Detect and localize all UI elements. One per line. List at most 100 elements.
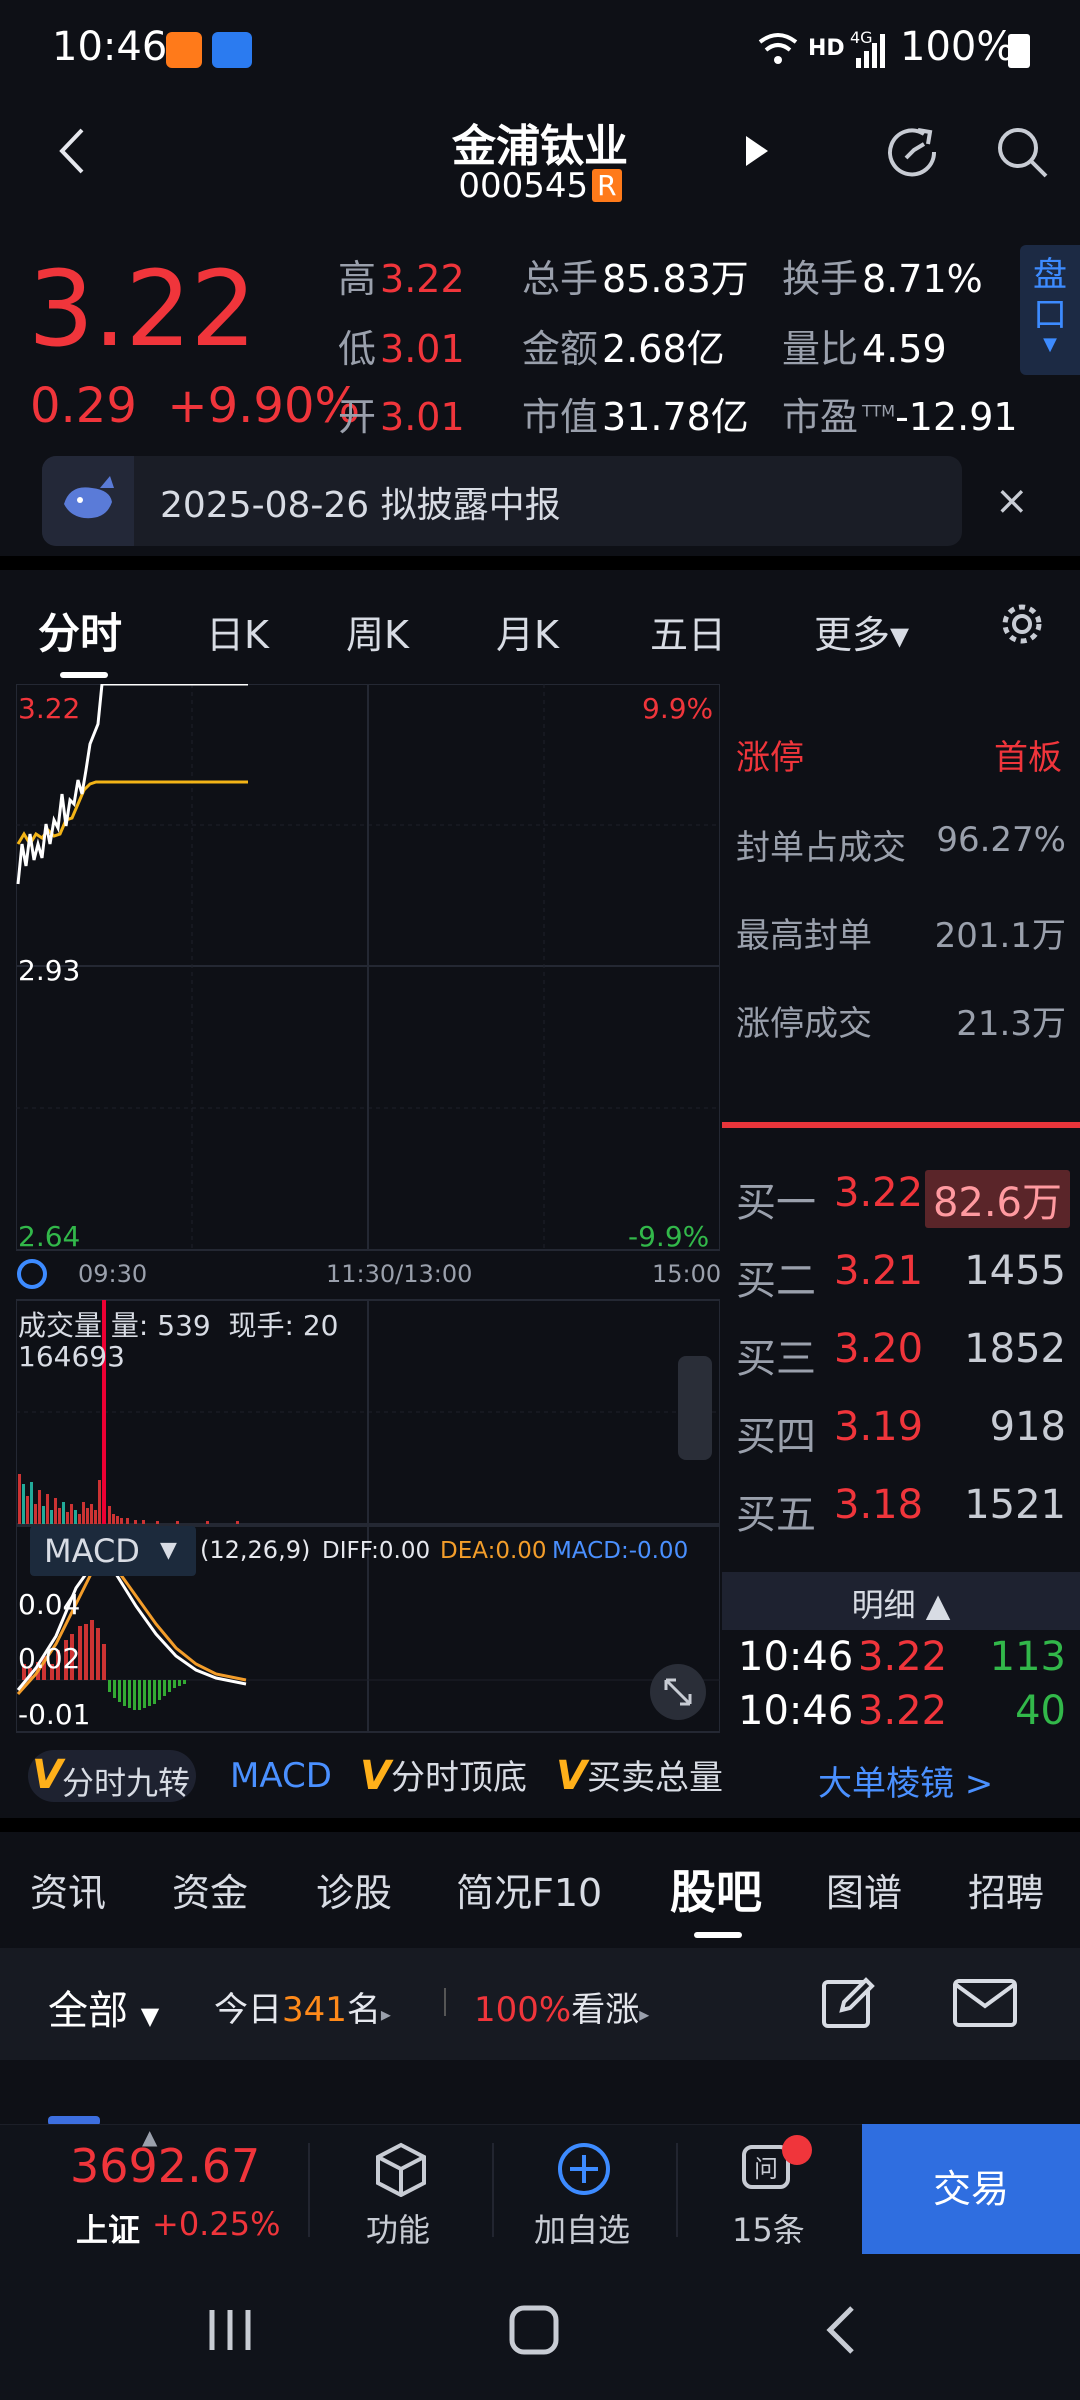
tab-diagnose[interactable]: 诊股 [316,1871,393,1915]
indicator-nine-turns[interactable]: V 分时九转 [28,1750,196,1802]
bid-1-row: 买一 3.22 82.6万 [736,1160,1070,1230]
tab-indicator [60,672,108,678]
volume-max: 164693 [18,1340,125,1373]
wifi-icon [758,33,798,64]
time-cursor-icon [17,1259,47,1289]
average-price-line [16,780,248,847]
tab-more[interactable]: 更多▾ [814,613,910,657]
divider [0,1818,1080,1832]
chevron-down-icon: ▼ [160,1538,177,1563]
function-button[interactable]: 功能 [310,2125,490,2255]
tab-intraday[interactable]: 分时 [38,609,123,658]
dea-line [16,1562,247,1696]
add-watchlist-button[interactable]: 加自选 [494,2125,674,2255]
chevron-right-icon: ▸ [639,2002,650,2026]
macd-y3: -0.01 [18,1698,91,1731]
tab-funds[interactable]: 资金 [172,1871,249,1915]
time-start: 09:30 [78,1260,148,1288]
volume-bars [18,1300,239,1524]
index-sse[interactable]: ▲ 3692.67 上证 +0.25% [70,2125,281,2249]
network-type: 4G [850,28,873,47]
filter-bullish[interactable]: 100%看涨▸ [474,1990,650,2030]
chevron-down-icon: ▼ [140,2002,160,2030]
price-change: 0.29 +9.90% [30,378,360,434]
tab-monthly-k[interactable]: 月K [496,613,559,657]
status-bar: 10:46 HD 4G 100% [0,0,1080,100]
indicator-top-bottom[interactable]: V分时顶底 [360,1753,527,1799]
search-icon[interactable] [994,124,1050,180]
quote-mktcap: 市值 31.78亿 [522,395,749,439]
filter-today[interactable]: 今日341名▸ [214,1990,391,2030]
tab-weekly-k[interactable]: 周K [346,613,409,657]
stock-code: 000545 [458,166,589,206]
back-icon[interactable] [56,126,86,176]
quote-volume: 总手 85.83万 [522,257,749,301]
question-chat-icon: 问 [742,2145,790,2189]
chevron-right-icon: ▸ [380,2002,391,2026]
next-stock-icon[interactable] [744,134,770,168]
diff-line [16,1557,247,1691]
divider [0,556,1080,570]
bid-5-row: 买五 3.18 1521 [736,1482,1066,1538]
filter-all[interactable]: 全部 ▼ [48,1988,160,2034]
limit-volume-row: 涨停成交 21.3万 [736,1004,1066,1044]
macd-params: (12,26,9) [200,1536,311,1564]
intraday-chart[interactable] [16,684,720,1734]
chart-settings-gear-icon[interactable] [998,600,1046,648]
macd-selector[interactable]: MACD ▼ [30,1526,196,1576]
quote-pe: 市盈 TTM-12.91 [782,395,1018,439]
quote-turnover: 换手 8.71% [782,257,983,301]
system-back-icon[interactable] [822,2304,858,2356]
time-mid: 11:30/13:00 [326,1260,473,1288]
seal-ratio-row: 封单占成交 96.27% [736,820,1066,868]
recent-apps-icon[interactable] [206,2306,254,2354]
tab-forum[interactable]: 股吧 [670,1865,762,1919]
message-mail-icon[interactable] [952,1978,1018,2028]
app-notification-icon [166,32,202,68]
large-order-prism-link[interactable]: 大单棱镜 > [818,1764,994,1804]
limit-divider [722,1122,1080,1128]
r-badge: R [592,169,622,202]
refresh-icon[interactable] [884,124,942,182]
chevron-up-icon: ▲ [142,2125,158,2149]
notice-close-icon[interactable]: × [995,478,1029,524]
filter-divider [444,1988,446,2016]
signal-icon [856,34,885,68]
bid-2-row: 买二 3.21 1455 [736,1248,1066,1304]
notice-text: 2025-08-26 拟披露中报 [160,485,561,526]
battery-icon [1008,34,1030,68]
detail-header[interactable]: 明细 ▲ [722,1572,1080,1630]
app-notification-icon-2 [212,32,252,68]
change-percent: +9.90% [167,378,361,434]
notification-dot [782,2135,812,2165]
tab-jobs[interactable]: 招聘 [968,1871,1045,1915]
android-nav-bar [0,2254,1080,2400]
post-preview-partial [48,2116,100,2126]
tab-daily-k[interactable]: 日K [206,613,269,657]
macd-y2: 0.02 [18,1642,81,1675]
handicap-panel-button[interactable]: 盘口 ▼ [1020,245,1080,375]
trade-button[interactable]: 交易 [862,2124,1080,2254]
tab-news[interactable]: 资讯 [30,1871,107,1915]
notice-bar[interactable]: 2025-08-26 拟披露中报 [42,456,962,546]
first-board-label: 首板 [994,738,1062,778]
home-icon[interactable] [508,2304,560,2356]
quote-vol-ratio: 量比 4.59 [782,327,947,371]
status-time: 10:46 [52,24,168,70]
quote-high: 高 3.22 [338,257,465,301]
indicator-macd[interactable]: MACD [230,1756,332,1796]
stock-name: 金浦钛业 [452,121,628,172]
tab-graph[interactable]: 图谱 [826,1871,903,1915]
edit-post-icon[interactable] [820,1974,878,2032]
change-amount: 0.29 [30,378,137,434]
messages-button[interactable]: 问 15条 [678,2125,858,2255]
tab-f10[interactable]: 简况F10 [456,1871,603,1915]
forum-filter-bar: 全部 ▼ 今日341名▸ 100%看涨▸ [0,1948,1080,2060]
indicator-buy-sell[interactable]: V买卖总量 [556,1753,723,1799]
price-line [16,684,248,885]
tab-five-day[interactable]: 五日 [650,613,727,657]
chart-bottom-percent: -9.9% [628,1220,710,1253]
macd-dea: DEA:0.00 [440,1538,547,1564]
chart-top-percent: 9.9% [642,692,714,725]
svg-text:问: 问 [754,2155,778,2183]
